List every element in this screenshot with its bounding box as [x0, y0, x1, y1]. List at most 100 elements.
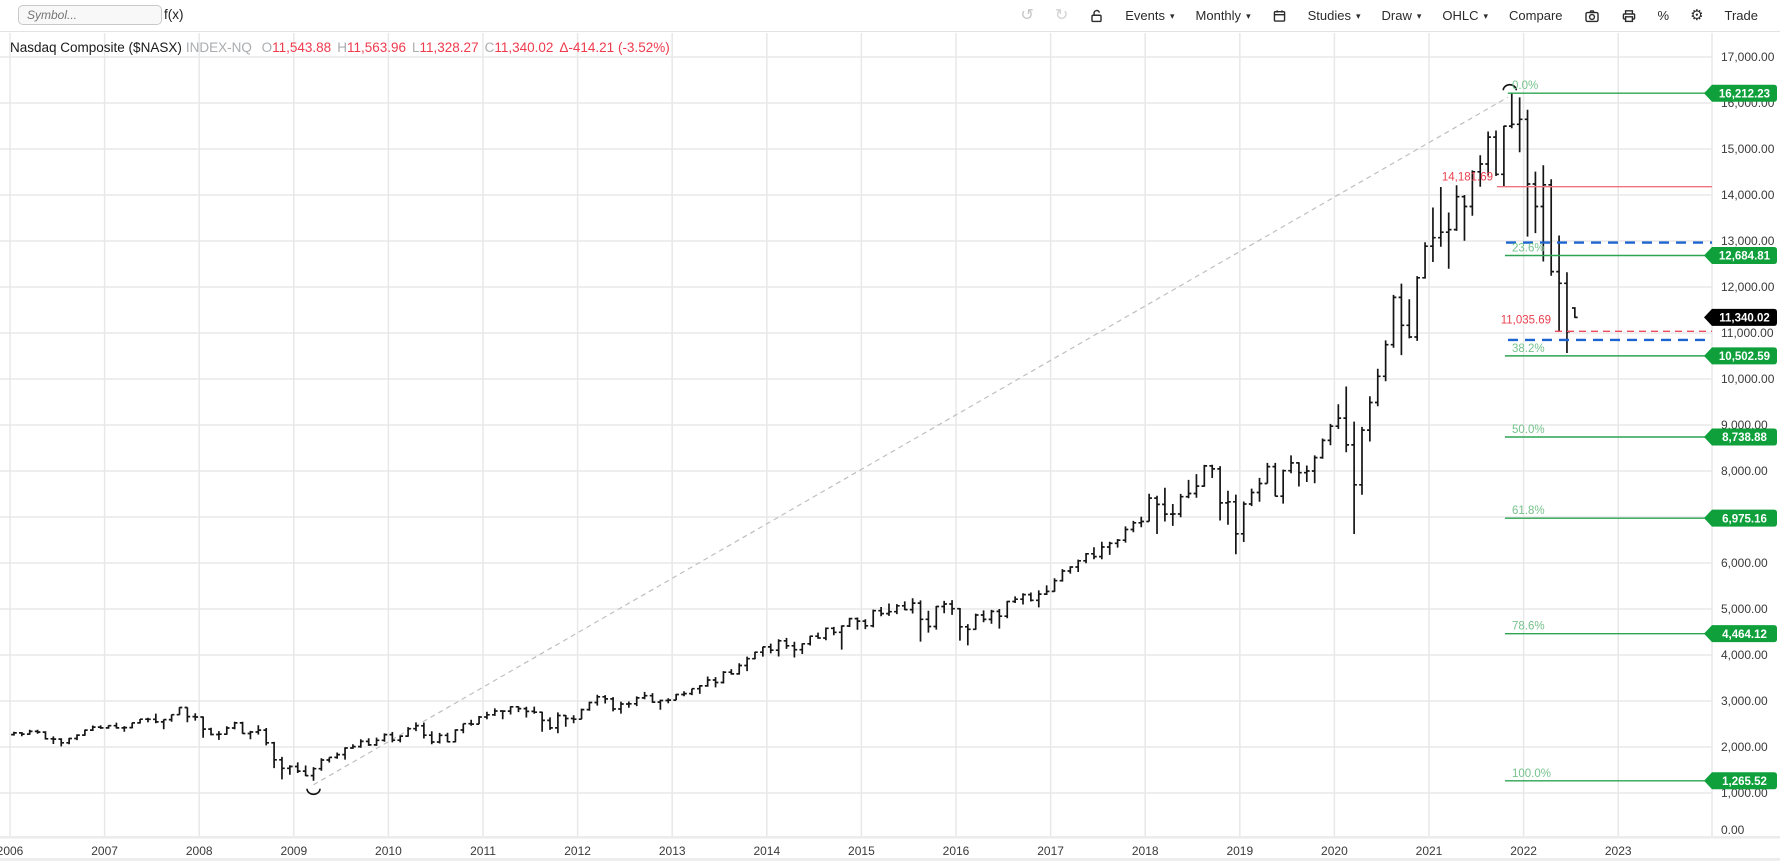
calendar-icon — [1272, 8, 1287, 24]
y-axis-tick: 11,000.00 — [1721, 326, 1774, 340]
unlock-icon — [1089, 8, 1104, 24]
events-label: Events — [1125, 8, 1165, 23]
y-axis-tick: 4,000.00 — [1721, 648, 1768, 662]
print-button[interactable] — [1621, 8, 1637, 24]
chart-type-menu[interactable]: OHLC ▾ — [1442, 8, 1488, 23]
studies-menu[interactable]: Studies ▾ — [1308, 8, 1361, 23]
chevron-down-icon: ▾ — [1483, 11, 1489, 21]
redo-icon: ↻ — [1054, 6, 1069, 24]
y-axis-tick: 3,000.00 — [1721, 694, 1768, 708]
x-axis-tick: 2009 — [280, 844, 307, 858]
camera-icon — [1584, 8, 1600, 24]
period-menu[interactable]: Monthly ▾ — [1196, 8, 1251, 23]
x-axis-tick: 2010 — [375, 844, 402, 858]
fib-percent-label: 38.2% — [1512, 343, 1545, 355]
top-toolbar: f(x) ↺ ↻ Events ▾ Monthly ▾ — [0, 0, 1780, 32]
fib-price-pill: 1,265.52 — [1704, 772, 1777, 790]
period-label: Monthly — [1195, 8, 1242, 23]
fib-price-pill: 6,975.16 — [1704, 509, 1777, 527]
settings-button[interactable]: ⚙ — [1690, 8, 1703, 23]
percent-scale-button[interactable]: % — [1658, 8, 1670, 23]
y-axis-tick: 2,000.00 — [1721, 740, 1768, 754]
x-axis-tick: 2013 — [659, 844, 686, 858]
x-axis-tick: 2008 — [186, 844, 213, 858]
y-axis-tick: 13,000.00 — [1721, 234, 1775, 248]
fib-percent-label: 0.0% — [1512, 80, 1538, 92]
x-axis-tick: 2014 — [753, 844, 780, 858]
price-chart-canvas[interactable]: 0.00 1,000.00 2,000.00 3,000.00 4,000.00 5,00… — [0, 31, 1780, 862]
compare-label: Compare — [1509, 8, 1563, 23]
x-axis-tick: 2022 — [1510, 844, 1537, 858]
fib-trendline[interactable] — [306, 83, 1518, 796]
y-axis-tick: 0.00 — [1721, 823, 1745, 837]
draw-label: Draw — [1381, 8, 1412, 23]
fib-price-pill: 12,684.81 — [1704, 246, 1777, 264]
redo-button[interactable]: ↻ — [1054, 6, 1069, 24]
draw-menu[interactable]: Draw ▾ — [1382, 8, 1422, 23]
gear-icon: ⚙ — [1690, 7, 1704, 24]
fib-price-pill: 8,738.88 — [1704, 428, 1777, 446]
chevron-down-icon: ▾ — [1246, 11, 1251, 21]
svg-text:16,212.23: 16,212.23 — [1719, 88, 1770, 100]
calendar-button[interactable] — [1272, 8, 1287, 24]
fib-retracement: 0.0% 23.6% 38.2% 50.0% 61.8% 78.6% 100.0% — [1505, 80, 1712, 782]
annotation-price-label: 14,181.69 — [1442, 172, 1493, 184]
fib-percent-label: 50.0% — [1512, 424, 1545, 436]
y-axis-tick: 5,000.00 — [1721, 602, 1768, 616]
symbol-input[interactable] — [18, 5, 162, 25]
exchange-label: INDEX-NQ — [185, 40, 252, 55]
y-axis-tick: 12,000.00 — [1721, 280, 1775, 294]
y-axis-tick: 14,000.00 — [1721, 188, 1775, 202]
chart-type-label: OHLC — [1442, 8, 1479, 23]
x-axis-labels: 2006 2007 2008 2009 2010 2011 2012 2013 2014 2015… — [0, 844, 1632, 858]
chart-legend: Nasdaq Composite ($NASX) INDEX-NQ O11,543… — [10, 40, 670, 55]
fib-percent-label: 23.6% — [1512, 242, 1545, 254]
y-axis-tick: 8,000.00 — [1721, 464, 1768, 478]
grid — [0, 33, 1780, 861]
x-axis-tick: 2018 — [1132, 844, 1159, 858]
compare-button[interactable]: Compare — [1509, 8, 1562, 23]
chevron-down-icon: ▾ — [1355, 11, 1361, 21]
svg-text:4,464.12: 4,464.12 — [1722, 629, 1767, 641]
undo-button[interactable]: ↺ — [1020, 6, 1034, 24]
x-axis-tick: 2011 — [470, 844, 496, 858]
lock-button[interactable] — [1089, 8, 1104, 24]
fib-anchor-high-handle — [1502, 83, 1518, 91]
ohlc-bars — [11, 93, 1578, 781]
undo-icon: ↺ — [1020, 6, 1034, 24]
x-axis-tick: 2012 — [564, 844, 591, 858]
fx-button[interactable]: f(x) — [164, 7, 184, 22]
fib-price-pill: 16,212.23 — [1704, 84, 1777, 102]
snapshot-button[interactable] — [1584, 8, 1600, 24]
printer-icon — [1621, 8, 1637, 24]
x-axis-tick: 2017 — [1037, 844, 1064, 858]
fib-anchor-low-handle — [306, 788, 321, 796]
svg-text:10,502.59: 10,502.59 — [1719, 351, 1770, 363]
x-axis-tick: 2019 — [1226, 844, 1253, 858]
chevron-down-icon: ▾ — [1170, 11, 1175, 21]
x-axis-tick: 2021 — [1416, 844, 1443, 858]
studies-label: Studies — [1307, 8, 1351, 23]
symbol-title: Nasdaq Composite ($NASX) — [10, 40, 182, 55]
percent-label: % — [1657, 8, 1670, 23]
x-axis-tick: 2020 — [1321, 844, 1348, 858]
x-axis-tick: 2016 — [943, 844, 970, 858]
toolbar-right-group: ↺ ↻ Events ▾ Monthly ▾ — [1020, 0, 1758, 31]
y-axis-tick: 6,000.00 — [1721, 556, 1768, 570]
fib-percent-label: 100.0% — [1512, 768, 1551, 780]
y-axis-tick: 17,000.00 — [1721, 50, 1775, 64]
events-menu[interactable]: Events ▾ — [1125, 8, 1174, 23]
x-axis-tick: 2023 — [1605, 844, 1632, 858]
svg-text:12,684.81: 12,684.81 — [1719, 251, 1771, 263]
svg-text:6,975.16: 6,975.16 — [1722, 513, 1767, 525]
svg-text:1,265.52: 1,265.52 — [1722, 776, 1767, 788]
chevron-down-icon: ▾ — [1416, 11, 1422, 21]
trade-button[interactable]: Trade — [1725, 8, 1758, 23]
last-price-pill: 11,340.02 — [1704, 308, 1777, 326]
fib-percent-label: 61.8% — [1512, 505, 1545, 517]
y-axis-labels: 0.00 1,000.00 2,000.00 3,000.00 4,000.00 5,00… — [1721, 50, 1775, 837]
x-axis-tick: 2015 — [848, 844, 875, 858]
annotation-price-label: 11,035.69 — [1501, 314, 1551, 326]
fib-price-pill: 10,502.59 — [1704, 347, 1777, 365]
